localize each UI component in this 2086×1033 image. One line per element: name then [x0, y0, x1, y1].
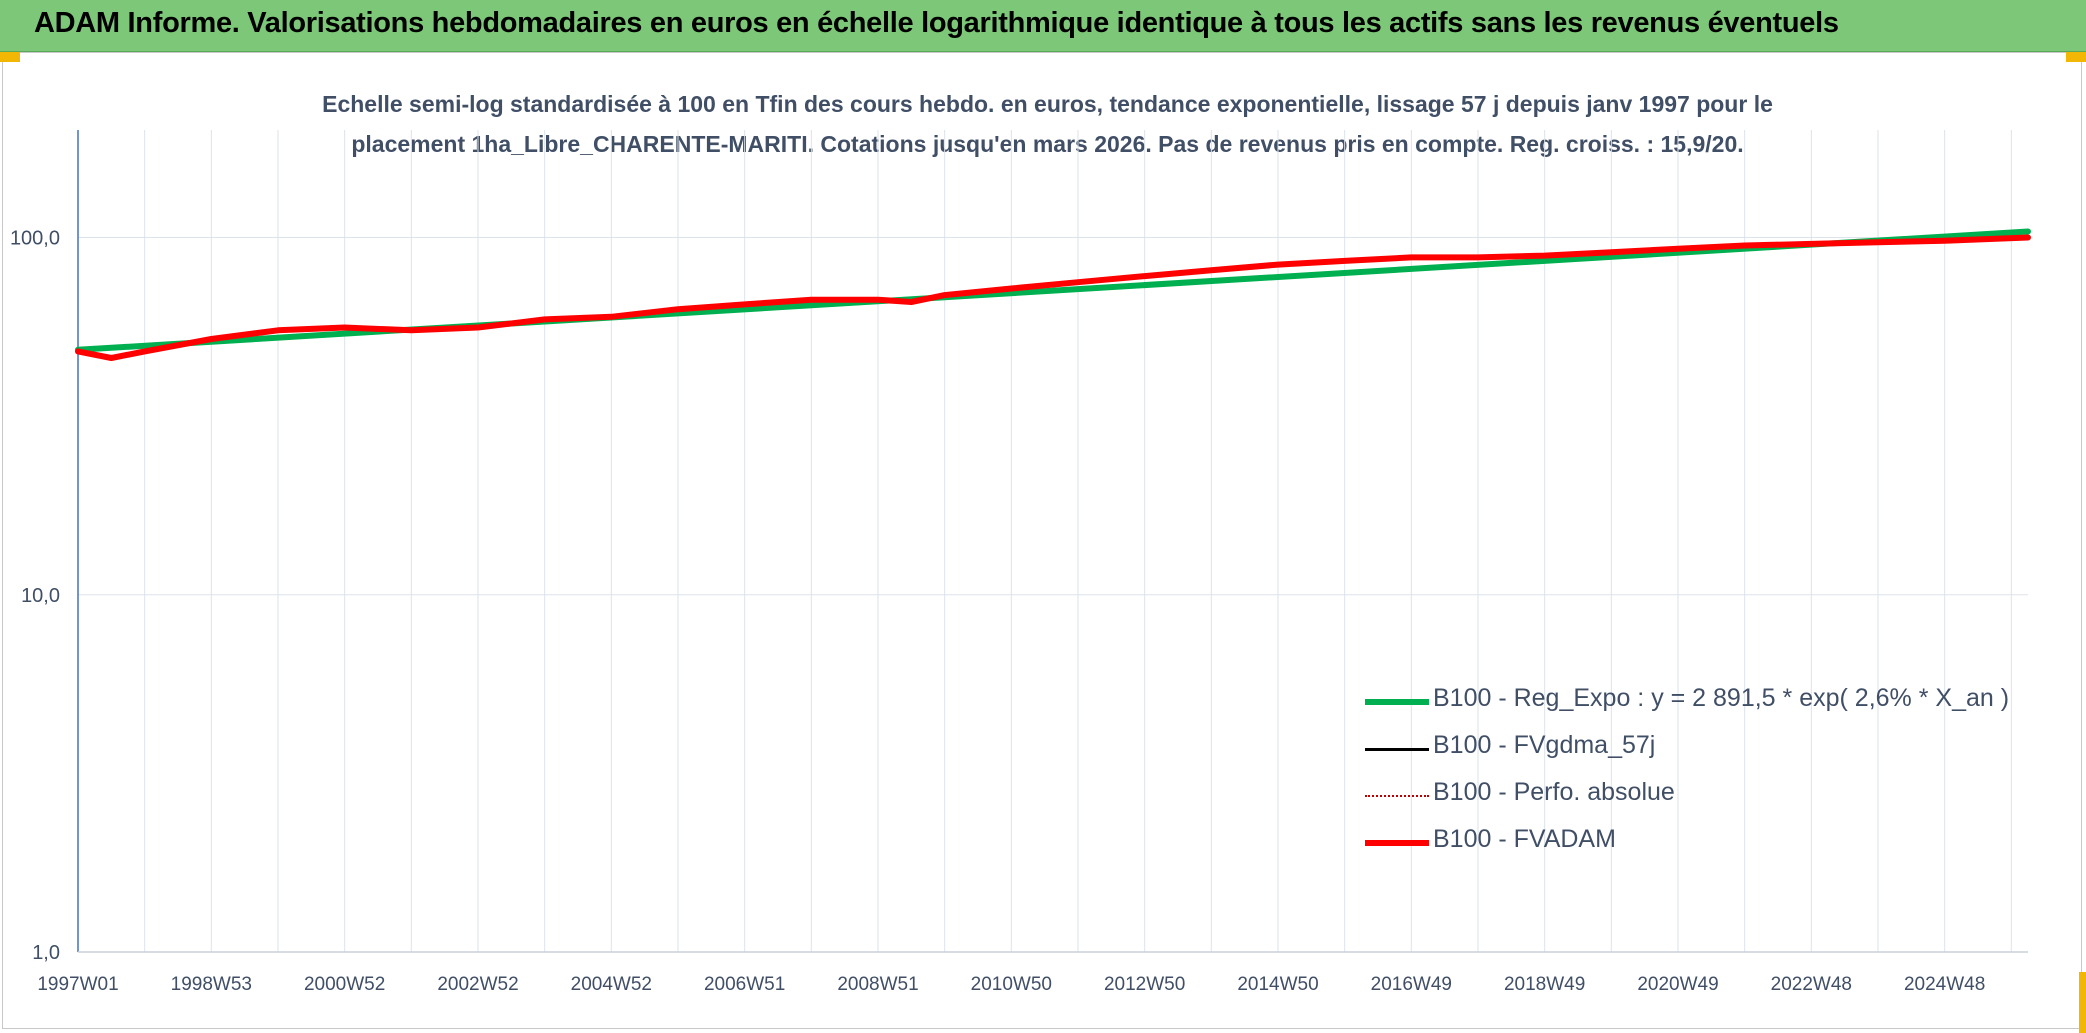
- x-tick-label: 2008W51: [837, 974, 918, 995]
- corner-marker-top-left: [0, 52, 20, 62]
- x-tick-label: 2006W51: [704, 974, 785, 995]
- x-tick-label: 2020W49: [1637, 974, 1718, 995]
- corner-marker-bottom-right: [2079, 972, 2086, 1033]
- legend-swatch: [1365, 747, 1429, 751]
- series-line-3: [75, 234, 2031, 361]
- x-tick-label: 2010W50: [971, 974, 1052, 995]
- series-line-0: [75, 228, 2031, 353]
- corner-marker-top-right: [2066, 52, 2086, 62]
- report-title: ADAM Informe. Valorisations hebdomadaire…: [34, 7, 1839, 39]
- horizontal-gridlines: [78, 237, 2028, 953]
- x-tick-label: 1998W53: [171, 974, 252, 995]
- x-tick-label: 2014W50: [1237, 974, 1318, 995]
- y-tick-label: 1,0: [32, 942, 60, 964]
- legend-swatch: [1365, 699, 1429, 705]
- legend-swatch: [1365, 795, 1429, 797]
- series-lines: [75, 228, 2031, 361]
- chart-frame: [2, 52, 2082, 1029]
- chart-title-line-1: Echelle semi-log standardisée à 100 en T…: [322, 91, 1773, 117]
- x-tick-label: 2000W52: [304, 974, 385, 995]
- x-tick-label: 2022W48: [1771, 974, 1852, 995]
- x-tick-label: 2024W48: [1904, 974, 1985, 995]
- x-tick-label: 2012W50: [1104, 974, 1185, 995]
- x-tick-label: 2016W49: [1371, 974, 1452, 995]
- legend-label: B100 - Perfo. absolue: [1433, 778, 1675, 806]
- chart-title-line-2: placement 1ha_Libre_CHARENTE-MARITI. Cot…: [351, 131, 1744, 157]
- x-tick-labels: 1997W01 1998W53 2000W52 2002W52 2004W52 2006W…: [37, 974, 1985, 995]
- chart-title: Echelle semi-log standardisée à 100 en T…: [240, 84, 1855, 164]
- x-tick-label: 2018W49: [1504, 974, 1585, 995]
- x-tick-label: 2002W52: [437, 974, 518, 995]
- legend-label: B100 - FVADAM: [1433, 825, 1616, 853]
- legend-label: B100 - Reg_Expo : y = 2 891,5 * exp( 2,6…: [1433, 684, 2010, 712]
- y-tick-label: 100,0: [10, 228, 60, 250]
- legend-label: B100 - FVgdma_57j: [1433, 731, 1656, 759]
- report-banner: ADAM Informe. Valorisations hebdomadaire…: [0, 0, 2086, 52]
- y-tick-label: 10,0: [21, 585, 60, 607]
- y-tick-labels: 1,0 10,0 100,0: [10, 228, 60, 964]
- axes: [77, 130, 2028, 953]
- vertical-gridlines: [77, 130, 2012, 952]
- x-tick-label: 1997W01: [37, 974, 118, 995]
- x-tick-label: 2004W52: [571, 974, 652, 995]
- legend-swatch: [1365, 840, 1429, 846]
